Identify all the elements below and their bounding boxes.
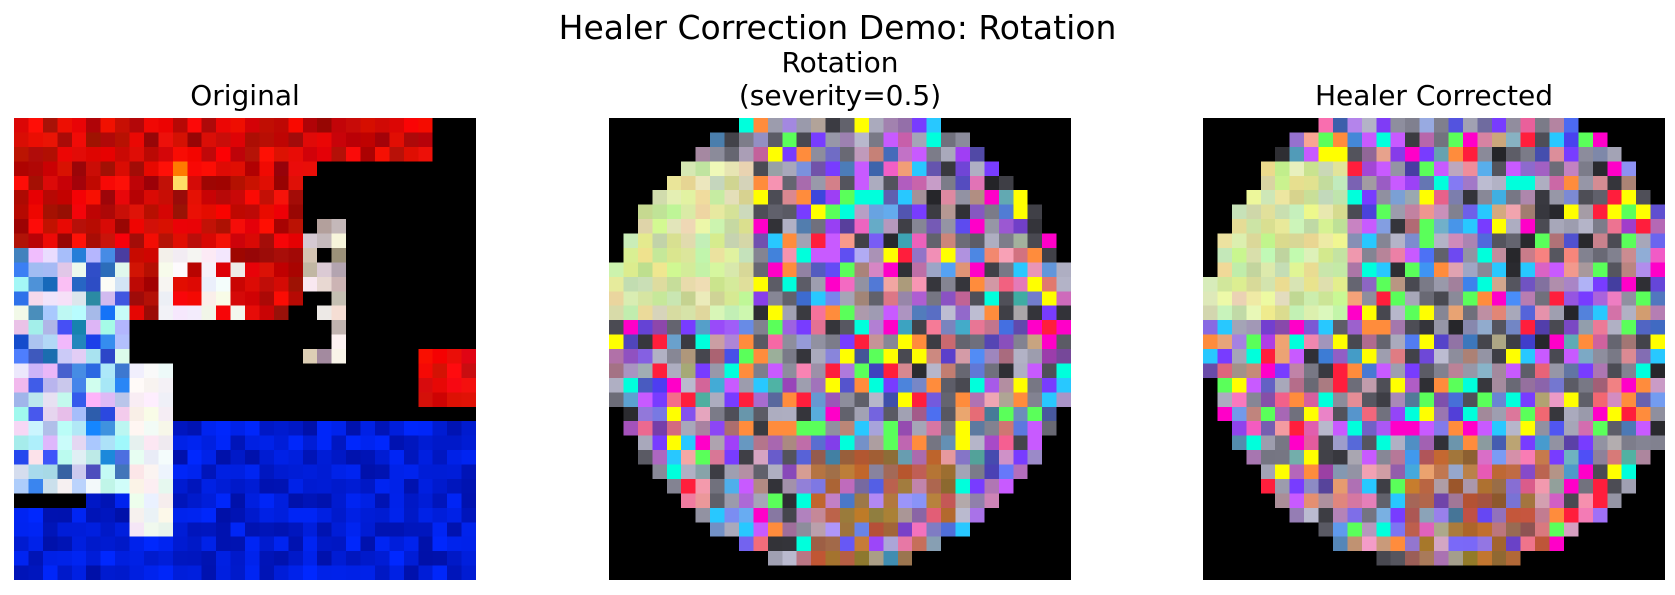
corrected-image bbox=[1203, 118, 1665, 580]
original-panel-title: Original bbox=[190, 79, 300, 112]
original-image bbox=[14, 118, 476, 580]
original-image-pixels bbox=[14, 118, 476, 580]
rotation-title-line2: (severity=0.5) bbox=[738, 79, 942, 112]
rotated-image-pixels bbox=[609, 118, 1071, 580]
rotated-image bbox=[609, 118, 1071, 580]
rotation-title-line1: Rotation bbox=[781, 46, 899, 79]
figure-title: Healer Correction Demo: Rotation bbox=[558, 8, 1117, 47]
rotation-panel-title: Rotation (severity=0.5) bbox=[609, 46, 1071, 112]
corrected-image-pixels bbox=[1203, 118, 1665, 580]
corrected-panel-title: Healer Corrected bbox=[1314, 79, 1554, 112]
